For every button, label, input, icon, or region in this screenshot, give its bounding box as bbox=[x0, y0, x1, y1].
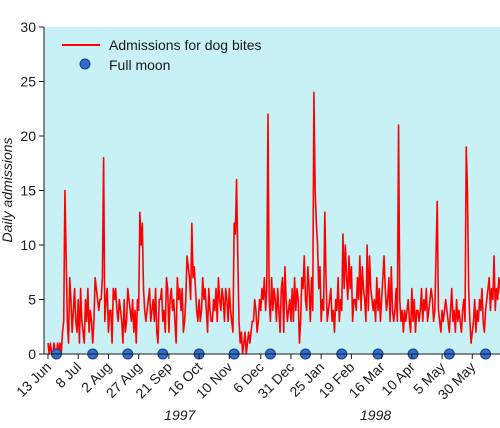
legend-line-label: Admissions for dog bites bbox=[109, 37, 262, 53]
y-tick-label: 20 bbox=[20, 128, 36, 144]
legend: Admissions for dog bites Full moon bbox=[62, 37, 262, 73]
y-tick-label: 10 bbox=[20, 237, 36, 253]
y-tick-label: 30 bbox=[20, 19, 36, 35]
y-tick-label: 5 bbox=[28, 292, 36, 308]
year-label: 1997 bbox=[164, 407, 196, 423]
x-tick-label: 10 Apr bbox=[378, 359, 418, 399]
legend-marker-label: Full moon bbox=[109, 57, 170, 73]
y-tick-label: 0 bbox=[28, 346, 36, 362]
y-tick-label: 25 bbox=[20, 74, 36, 90]
year-label: 1998 bbox=[360, 407, 391, 423]
series-line-dog-bites bbox=[47, 91, 500, 355]
y-tick-label: 15 bbox=[20, 183, 36, 199]
year-labels: 1997 1998 bbox=[164, 407, 391, 423]
x-tick-label: 13 Jun bbox=[13, 359, 54, 400]
legend-moon-swatch bbox=[79, 58, 91, 70]
y-axis-title: Daily admissions bbox=[0, 137, 15, 242]
y-axis: 0 5 10 15 20 25 30 bbox=[20, 19, 45, 362]
